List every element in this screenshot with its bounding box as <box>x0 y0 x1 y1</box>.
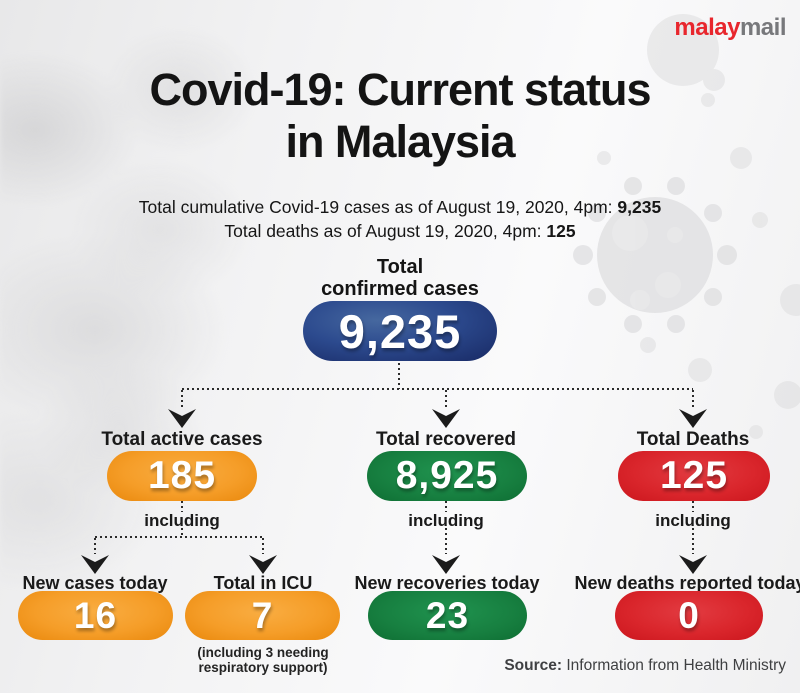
root-node-label: Total confirmed cases <box>250 256 550 300</box>
background-photo-decoration <box>0 0 300 660</box>
connector-deaths-stub <box>692 390 694 408</box>
subtitle-line2: Total deaths as of August 19, 2020, 4pm:… <box>0 219 800 243</box>
connector-newrecoveries-stub <box>445 528 447 554</box>
connector-newcases-stub <box>94 538 96 554</box>
arrow-down-icon <box>249 555 277 574</box>
source-label: Source: <box>504 657 563 674</box>
connector-root-down <box>398 363 400 389</box>
connector-level1-horizontal <box>182 388 693 390</box>
new-cases-label: New cases today <box>22 573 168 593</box>
new-deaths-pill: 0 <box>615 591 763 640</box>
connector-active-including-top <box>181 501 183 512</box>
recovered-label: Total recovered <box>375 429 517 450</box>
deaths-label: Total Deaths <box>636 429 750 450</box>
subtitle: Total cumulative Covid-19 cases as of Au… <box>0 195 800 243</box>
arrow-down-icon <box>679 555 707 574</box>
subtitle-line2-value: 125 <box>546 221 576 241</box>
new-deaths-label: New deaths reported today <box>574 573 800 593</box>
arrow-down-icon <box>168 409 196 428</box>
icu-pill: 7 <box>185 591 340 640</box>
source-text: Information from Health Ministry <box>566 657 786 674</box>
arrow-down-icon <box>679 409 707 428</box>
active-cases-label: Total active cases <box>101 429 263 450</box>
connector-deaths-including-top <box>692 501 694 512</box>
active-cases-value: 185 <box>147 454 217 497</box>
new-recoveries-label: New recoveries today <box>354 573 540 593</box>
recovered-value: 8,925 <box>395 454 499 497</box>
new-cases-value: 16 <box>73 594 118 636</box>
new-recoveries-pill: 23 <box>368 591 527 640</box>
title-line1: Covid-19: Current status <box>149 64 651 115</box>
deaths-including-label: including <box>655 511 731 530</box>
deaths-pill: 125 <box>618 451 770 501</box>
root-label-line1: Total <box>376 256 424 278</box>
connector-active-including-bottom <box>181 528 183 537</box>
recovered-pill: 8,925 <box>367 451 527 501</box>
source-attribution: Source: Information from Health Ministry <box>504 657 786 675</box>
connector-active-split-horizontal <box>95 536 263 538</box>
icu-value: 7 <box>251 594 274 636</box>
root-label-line2: confirmed cases <box>321 278 479 300</box>
malaymail-logo: malaymail <box>674 14 786 42</box>
icu-note: (including 3 needing respiratory support… <box>153 645 373 675</box>
logo-malay: malay <box>674 14 740 41</box>
arrow-down-icon <box>81 555 109 574</box>
total-confirmed-cases-pill: 9,235 <box>303 301 497 361</box>
active-including-label: including <box>144 511 220 530</box>
recovered-including-label: including <box>408 511 484 530</box>
arrow-down-icon <box>432 409 460 428</box>
subtitle-line1-text: Total cumulative Covid-19 cases as of Au… <box>138 197 613 217</box>
connector-recovered-including-top <box>445 501 447 512</box>
new-cases-pill: 16 <box>18 591 173 640</box>
icu-note-line1: (including 3 needing <box>197 645 329 660</box>
logo-mail: mail <box>739 14 787 41</box>
arrow-down-icon <box>432 555 460 574</box>
new-deaths-value: 0 <box>678 594 700 636</box>
connector-active-stub <box>181 390 183 408</box>
deaths-value: 125 <box>659 454 729 497</box>
connector-newdeaths-stub <box>692 528 694 554</box>
icu-note-line2: respiratory support) <box>198 660 328 675</box>
page-title: Covid-19: Current status in Malaysia <box>0 64 800 168</box>
active-cases-pill: 185 <box>107 451 257 501</box>
subtitle-line2-text: Total deaths as of August 19, 2020, 4pm: <box>224 221 542 241</box>
connector-icu-stub <box>262 538 264 554</box>
total-confirmed-cases-value: 9,235 <box>338 304 462 358</box>
new-recoveries-value: 23 <box>425 594 470 636</box>
title-line2: in Malaysia <box>285 116 515 167</box>
subtitle-line1-value: 9,235 <box>617 197 662 217</box>
subtitle-line1: Total cumulative Covid-19 cases as of Au… <box>0 195 800 219</box>
icu-label: Total in ICU <box>213 573 313 593</box>
connector-recovered-stub <box>445 390 447 408</box>
